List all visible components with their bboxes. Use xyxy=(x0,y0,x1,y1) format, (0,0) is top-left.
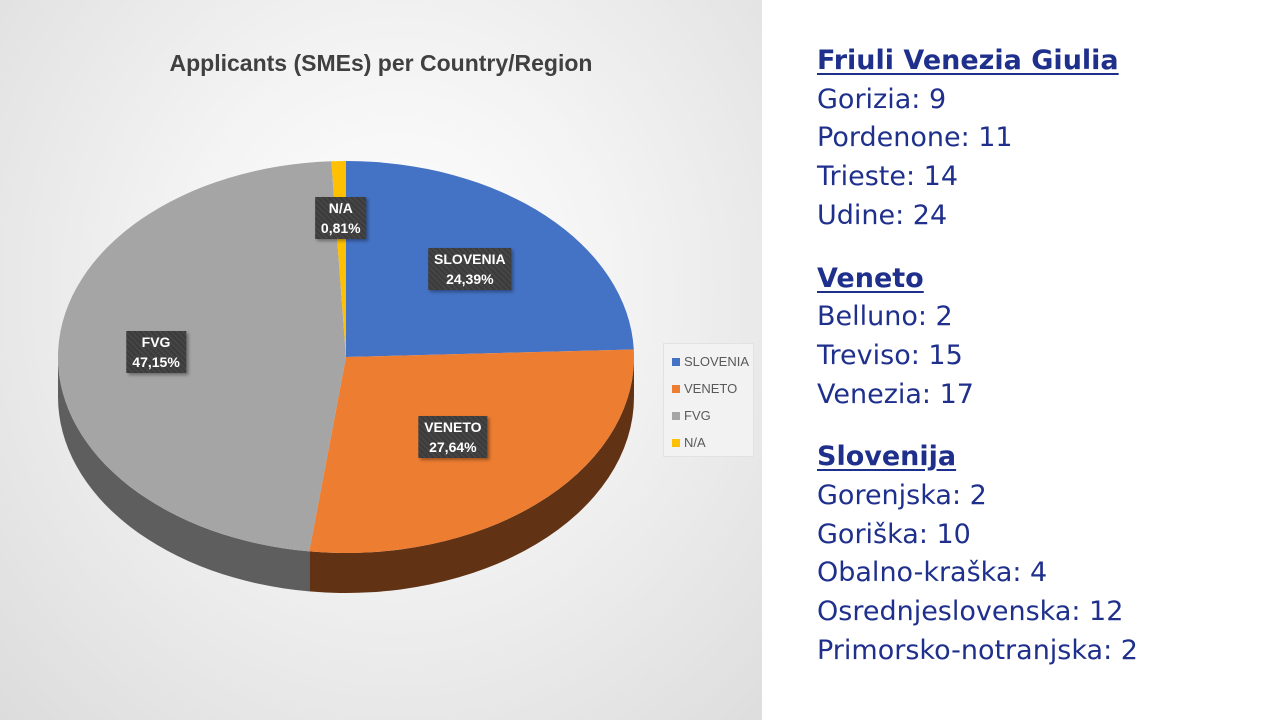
data-label-value: 47,15% xyxy=(132,354,180,371)
legend-swatch-slovenia xyxy=(672,357,680,366)
legend-swatch-fvg xyxy=(672,411,680,420)
pie-slice-fvg xyxy=(58,161,346,552)
data-label-name: FVG xyxy=(141,334,171,351)
legend-label-veneto: VENETO xyxy=(684,381,738,396)
region-group-fvg: Friuli Venezia Giulia Gorizia: 9 Pordeno… xyxy=(817,42,1257,236)
legend-item-veneto: VENETO xyxy=(672,375,753,402)
legend-label-na: N/A xyxy=(684,435,706,450)
legend-item-slovenia: SLOVENIA xyxy=(672,348,753,375)
pie-sides xyxy=(58,357,634,593)
data-label-value: 24,39% xyxy=(446,271,494,288)
chart-title: Applicants (SMEs) per Country/Region xyxy=(169,50,593,76)
chart-panel: Applicants (SMEs) per Country/Region SLO… xyxy=(0,0,762,720)
region-breakdown: Friuli Venezia Giulia Gorizia: 9 Pordeno… xyxy=(817,42,1257,695)
region-heading: Friuli Venezia Giulia xyxy=(817,45,1119,76)
region-line: Gorenjska: 2 xyxy=(817,480,987,512)
region-line: Udine: 24 xyxy=(817,199,948,231)
pie-chart xyxy=(58,161,634,593)
region-line: Trieste: 14 xyxy=(817,161,959,193)
pie-side-veneto xyxy=(309,357,634,593)
region-line: Treviso: 15 xyxy=(817,339,963,371)
legend-label-fvg: FVG xyxy=(684,408,711,423)
pie-side-fvg xyxy=(58,357,310,592)
data-label-fvg: FVG 47,15% xyxy=(126,331,186,374)
region-heading: Veneto xyxy=(817,262,924,294)
legend-swatch-na xyxy=(672,438,680,447)
legend-item-na: N/A xyxy=(672,429,753,456)
legend-swatch-veneto xyxy=(672,384,680,393)
data-label-n-a: N/A 0,81% xyxy=(314,196,367,239)
region-line: Primorsko-notranjska: 2 xyxy=(817,634,1138,666)
region-line: Pordenone: 11 xyxy=(817,122,1013,154)
legend-label-slovenia: SLOVENIA xyxy=(684,354,750,369)
legend-item-fvg: FVG xyxy=(672,402,753,429)
data-label-name: VENETO xyxy=(424,418,482,435)
region-group-slovenija: Slovenija Gorenjska: 2 Goriška: 10 Obaln… xyxy=(817,438,1257,670)
data-label-name: SLOVENIA xyxy=(434,251,506,268)
region-heading: Slovenija xyxy=(817,441,957,473)
region-line: Obalno-kraška: 4 xyxy=(817,557,1048,589)
region-line: Gorizia: 9 xyxy=(817,83,947,115)
chart-legend: SLOVENIA VENETO FVG N/A xyxy=(663,343,754,457)
region-line: Venezia: 17 xyxy=(817,378,974,410)
region-line: Goriška: 10 xyxy=(817,518,971,550)
region-line: Belluno: 2 xyxy=(817,301,953,333)
data-label-value: 0,81% xyxy=(320,219,361,236)
region-line: Osrednjeslovenska: 12 xyxy=(817,596,1124,628)
data-label-slovenia: SLOVENIA 24,39% xyxy=(428,248,512,291)
data-label-value: 27,64% xyxy=(429,438,477,455)
data-label-name: N/A xyxy=(328,199,353,216)
region-group-veneto: Veneto Belluno: 2 Treviso: 15 Venezia: 1… xyxy=(817,260,1257,415)
data-label-veneto: VENETO 27,64% xyxy=(418,415,488,458)
